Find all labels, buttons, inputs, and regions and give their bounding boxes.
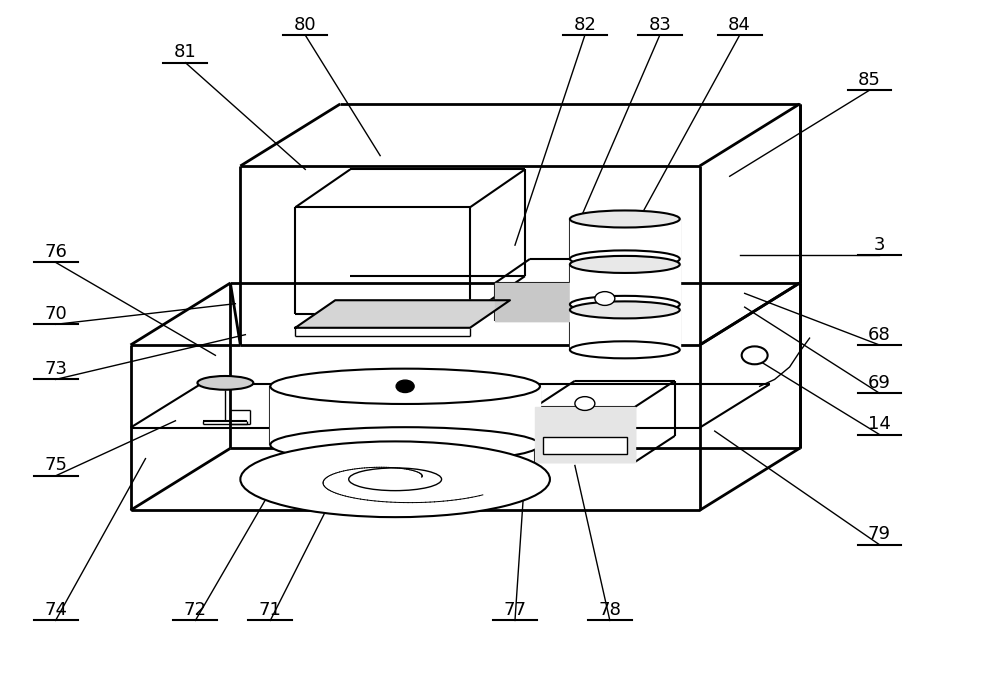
Polygon shape: [535, 407, 635, 462]
Polygon shape: [570, 310, 680, 350]
Text: 77: 77: [503, 601, 526, 619]
Polygon shape: [495, 283, 570, 321]
Text: 81: 81: [174, 43, 197, 61]
Text: 3: 3: [874, 236, 885, 254]
Ellipse shape: [349, 468, 442, 491]
Text: 14: 14: [868, 415, 891, 433]
Text: 83: 83: [648, 16, 671, 34]
Text: 79: 79: [868, 525, 891, 543]
Circle shape: [575, 397, 595, 411]
Polygon shape: [270, 386, 540, 445]
Polygon shape: [295, 300, 510, 328]
Ellipse shape: [197, 376, 253, 390]
Text: 85: 85: [858, 71, 881, 89]
Text: 72: 72: [184, 601, 207, 619]
Text: 69: 69: [868, 374, 891, 392]
Text: 80: 80: [294, 16, 317, 34]
Ellipse shape: [570, 302, 680, 318]
Ellipse shape: [570, 296, 680, 313]
Ellipse shape: [570, 210, 680, 228]
Ellipse shape: [270, 368, 540, 404]
Text: 70: 70: [44, 305, 67, 323]
Bar: [543, 437, 627, 454]
Ellipse shape: [570, 256, 680, 273]
Text: 84: 84: [728, 16, 751, 34]
Ellipse shape: [270, 427, 540, 462]
Circle shape: [742, 346, 768, 364]
Text: 68: 68: [868, 326, 891, 344]
Text: 82: 82: [573, 16, 596, 34]
Text: 71: 71: [259, 601, 282, 619]
Ellipse shape: [570, 342, 680, 358]
Polygon shape: [570, 264, 680, 304]
Text: 73: 73: [44, 360, 67, 378]
Circle shape: [396, 380, 414, 393]
Polygon shape: [570, 219, 680, 259]
Ellipse shape: [240, 442, 550, 517]
Ellipse shape: [570, 250, 680, 268]
Text: 74: 74: [44, 601, 67, 619]
Text: 75: 75: [44, 457, 67, 475]
Text: 76: 76: [44, 243, 67, 261]
Circle shape: [595, 292, 615, 306]
Text: 78: 78: [598, 601, 621, 619]
